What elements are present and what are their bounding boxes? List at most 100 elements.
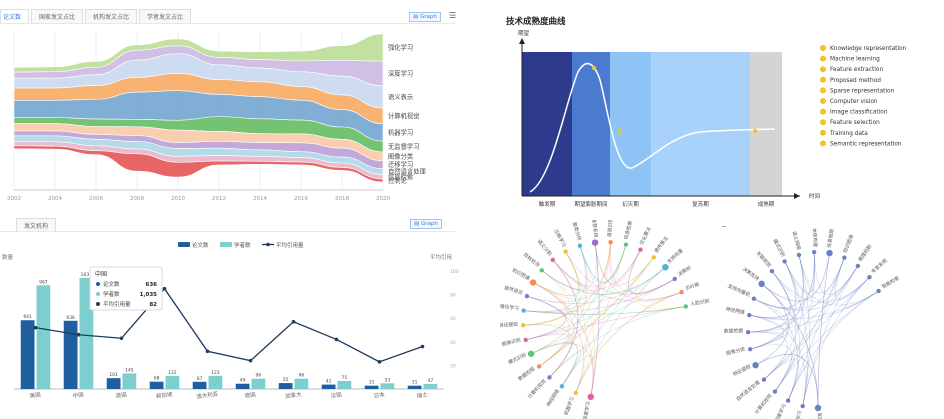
legend-swatch-dot: [266, 242, 270, 247]
network-edge: [787, 257, 845, 401]
network-edge: [802, 265, 859, 407]
tab-institution-share[interactable]: 机构发文占比: [85, 9, 138, 23]
citation-point: [377, 360, 382, 364]
tooltip-row-label: 平均引用量: [103, 300, 131, 308]
network-edge: [748, 252, 815, 333]
network-edge: [575, 266, 666, 393]
stream-series-label: 自然语言处理: [388, 167, 426, 176]
network-edge: [526, 244, 627, 303]
tab-scholar-share[interactable]: 学者发文占比: [139, 9, 192, 23]
tooltip-dot: [96, 292, 100, 296]
stream-x-tick: 2016: [294, 196, 308, 202]
stream-series-label: 深度学习: [388, 68, 413, 77]
network-edge: [523, 306, 686, 315]
bar-scholars: [251, 378, 266, 389]
network-edge: [750, 261, 796, 350]
hype-legend-dot: [820, 129, 826, 136]
network-edge: [525, 266, 666, 341]
hype-phase-band: [522, 52, 572, 196]
stream-x-tick: 2002: [7, 196, 21, 202]
hype-legend-dot: [820, 108, 826, 115]
network-node-label: 计算机视觉: [526, 378, 548, 401]
network-node-label: 智能检索: [880, 274, 900, 290]
network-graphs: ‾深度学习机器学习神经网络计算机视觉数据挖掘模式识别图像识别特征提取强化学习自然…: [500, 220, 901, 419]
tab-country-share[interactable]: 国家发文占比: [31, 9, 84, 23]
network-node: [520, 323, 526, 328]
network-edge: [771, 270, 870, 303]
stream-x-tick: 2020: [376, 196, 390, 202]
network-edge: [552, 259, 587, 393]
network-node: [524, 293, 530, 299]
tab-papers[interactable]: 论文数: [0, 9, 30, 23]
network-edge: [594, 242, 655, 286]
citation-point: [162, 286, 167, 291]
network-edge: [532, 251, 580, 297]
network-node: [842, 255, 847, 260]
stream-x-tick: 2008: [130, 196, 144, 202]
bar-category-label: 法国: [330, 390, 343, 400]
bottom-tab-underline: [0, 231, 455, 232]
network-edge: [845, 276, 879, 308]
tooltip-box: [89, 266, 163, 311]
network-node: [814, 404, 822, 412]
network-edge: [590, 242, 600, 397]
network-edge: [784, 261, 808, 407]
network-edge: [565, 251, 595, 397]
graph-toggle-button-2[interactable]: ▤ Graph: [410, 219, 442, 229]
network-node-label: 目标检测: [522, 251, 541, 269]
network-edge: [748, 331, 784, 350]
network-edge: [530, 278, 675, 355]
network-node: [651, 255, 657, 260]
network-node: [769, 268, 775, 274]
bar-scholars: [165, 375, 180, 389]
stream-series-10: [13, 145, 384, 183]
network-node-label: 信息抽取: [825, 228, 835, 248]
tooltip-row-label: 论文数: [103, 280, 120, 288]
network-edge: [532, 282, 594, 397]
bar-scholars: [380, 383, 395, 389]
menu-icon[interactable]: ☰: [449, 11, 457, 20]
tab-publishing-institutions[interactable]: 发文机构: [16, 218, 57, 232]
network-node-label: 图像识别: [501, 336, 522, 348]
hype-curve-marker: [752, 128, 758, 134]
network-node: [577, 243, 583, 248]
tooltip-row-label: 学者数: [103, 290, 120, 298]
hype-title: 技术成熟度曲线: [506, 16, 566, 27]
network-node-label: 自然语言处理: [735, 379, 762, 403]
network-edge: [771, 270, 801, 401]
network-node-label: 模式识别: [507, 351, 528, 366]
graph-toggle-button[interactable]: ▤ Graph: [409, 12, 441, 22]
chart-icon: ▤: [414, 221, 420, 227]
network-node: [521, 308, 526, 313]
network-node: [761, 377, 767, 382]
network-edge: [798, 254, 810, 407]
network-edge: [523, 278, 675, 313]
network-edge: [609, 242, 675, 294]
network-node-label: 知识表示: [816, 413, 823, 419]
network-edge: [538, 244, 627, 367]
network-node-label: 深度学习: [582, 401, 592, 419]
network-edge: [817, 253, 830, 409]
network-node-label: 计算机视觉: [753, 392, 773, 415]
citation-line: [35, 287, 423, 363]
bar-papers-value: 41: [326, 379, 332, 385]
network-edge: [523, 242, 611, 326]
citation-point: [76, 332, 81, 337]
network-node: [751, 296, 757, 301]
network-graph-1: 知识表示 机器学习深度学习计算机视觉自然语言处理特征提取 图像分类 数据挖掘 神经网络 支…: [724, 228, 901, 419]
bar-category-label: 澳大利亚: [196, 389, 219, 400]
network-edge: [552, 245, 589, 288]
tooltip-dot: [96, 282, 100, 286]
network-node-label: 语义分割: [536, 238, 554, 257]
legend-label-2: 平均引用量: [276, 241, 304, 249]
network-node: [811, 249, 817, 255]
network-edge: [549, 259, 579, 378]
network-edge: [763, 276, 870, 380]
hype-phase-label: 复苏期: [692, 200, 709, 208]
bar-scholars-value: 47: [428, 378, 434, 384]
bar-papers: [192, 381, 207, 389]
network-node: [608, 239, 613, 245]
stream-series-label: 计算机视觉: [388, 111, 419, 120]
